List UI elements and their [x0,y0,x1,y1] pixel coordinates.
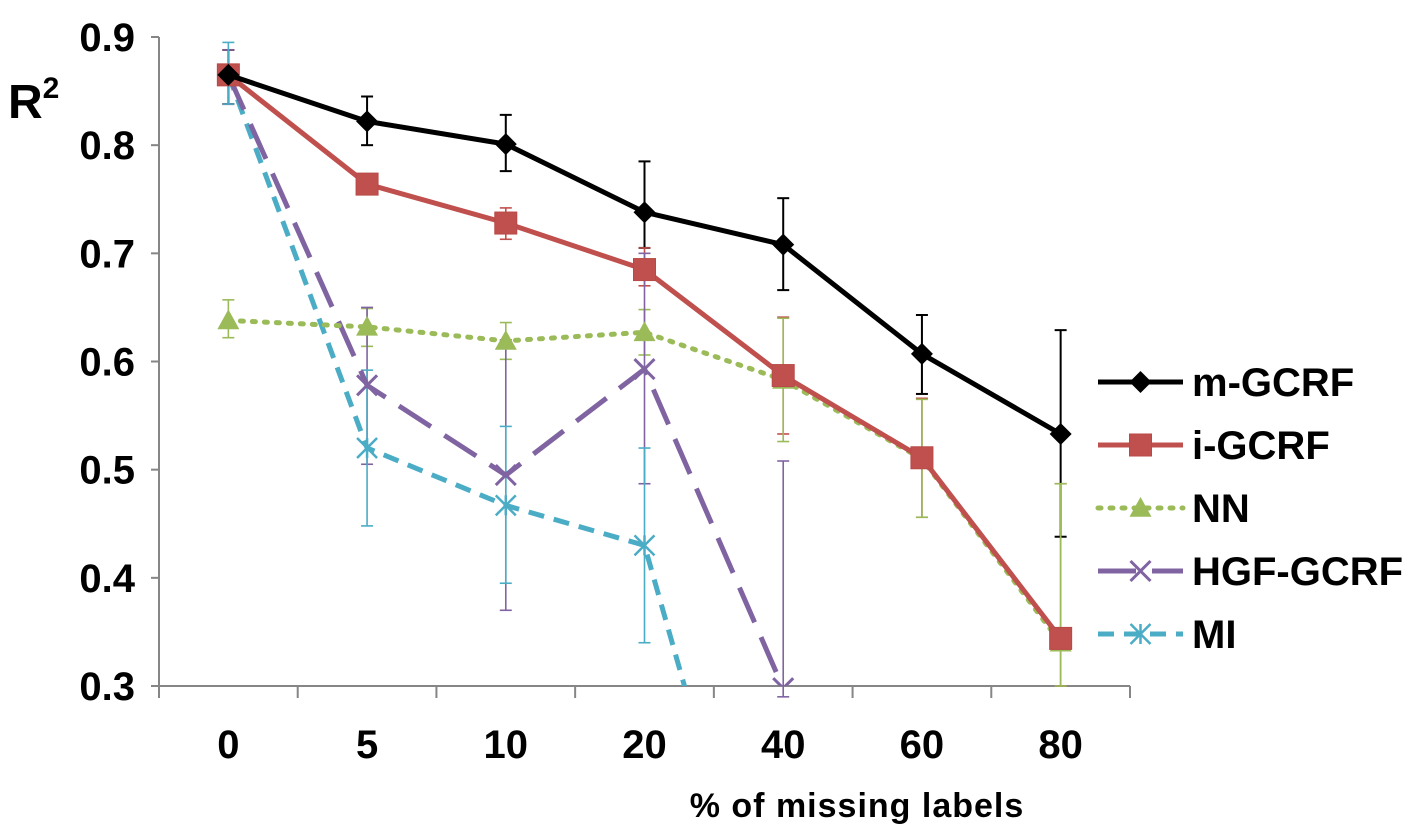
y-tick-label: 0.6 [79,341,135,385]
data-point [633,358,656,381]
legend-marker [1129,623,1152,645]
data-point [217,309,240,330]
x-tick-label: 20 [622,723,667,767]
data-point [633,201,656,224]
x-tick-label: 5 [356,723,378,767]
legend-marker [1129,497,1152,517]
data-point [1049,626,1073,650]
y-tick-label: 0.8 [79,124,135,168]
data-point [356,315,379,336]
legend-item: MI [1098,613,1236,657]
x-tick-label: 60 [900,723,945,767]
legend-label: NN [1192,487,1250,531]
data-point [633,534,656,557]
data-point [633,321,656,342]
y-tick-label: 0.4 [79,557,135,601]
data-point [633,258,656,282]
y-tick-label: 0.7 [79,232,135,276]
series-line [226,74,688,686]
data-point [771,364,795,388]
legend-label: i-GCRF [1192,424,1330,468]
legend-item: NN [1095,487,1250,531]
x-tick-label: 10 [484,723,529,767]
series-group [216,63,1073,686]
x-tick-label: 40 [761,723,806,767]
data-point [494,133,517,156]
legend-marker [1129,371,1152,393]
data-point [355,172,379,196]
legend-marker [1129,433,1152,457]
data-point [910,342,933,365]
x-tick-label: 0 [217,723,239,767]
legend-item: i-GCRF [1098,424,1330,468]
data-point [494,464,517,487]
legend-label: HGF-GCRF [1192,550,1403,594]
y-tick-label: 0.5 [79,449,135,493]
legend: m-GCRF i-GCRF NN HGF-GCRF MI [1095,361,1403,657]
data-point [494,494,517,517]
data-point [910,446,934,470]
x-tick-label: 80 [1038,723,1083,767]
y-tick-label: 0.9 [79,16,135,60]
y-axis-title: R2 [8,72,59,129]
data-point [772,677,795,686]
data-point [356,374,379,397]
data-point [772,233,795,256]
legend-label: m-GCRF [1192,361,1354,405]
legend-item: HGF-GCRF [1098,550,1403,594]
data-point [356,110,379,133]
legend-label: MI [1192,613,1236,657]
y-axis-title-superscript: 2 [43,72,60,105]
legend-item: m-GCRF [1098,361,1354,405]
legend-marker [1129,559,1152,583]
data-point [356,437,378,459]
series-mi [217,63,688,686]
x-axis-title: % of missing labels [690,787,1025,825]
data-point [217,63,240,86]
data-point [494,329,517,350]
y-ticks: 0.9 0.8 0.7 0.6 0.5 0.4 0.3 [79,16,159,709]
y-tick-label: 0.3 [79,665,135,709]
data-point [1049,422,1072,445]
x-ticks: 0 5 10 20 40 60 80 [158,686,1131,767]
series-m-gcrf [217,63,1072,445]
data-point [494,211,518,235]
